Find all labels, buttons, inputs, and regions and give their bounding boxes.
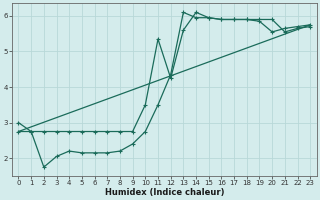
X-axis label: Humidex (Indice chaleur): Humidex (Indice chaleur) [105, 188, 224, 197]
